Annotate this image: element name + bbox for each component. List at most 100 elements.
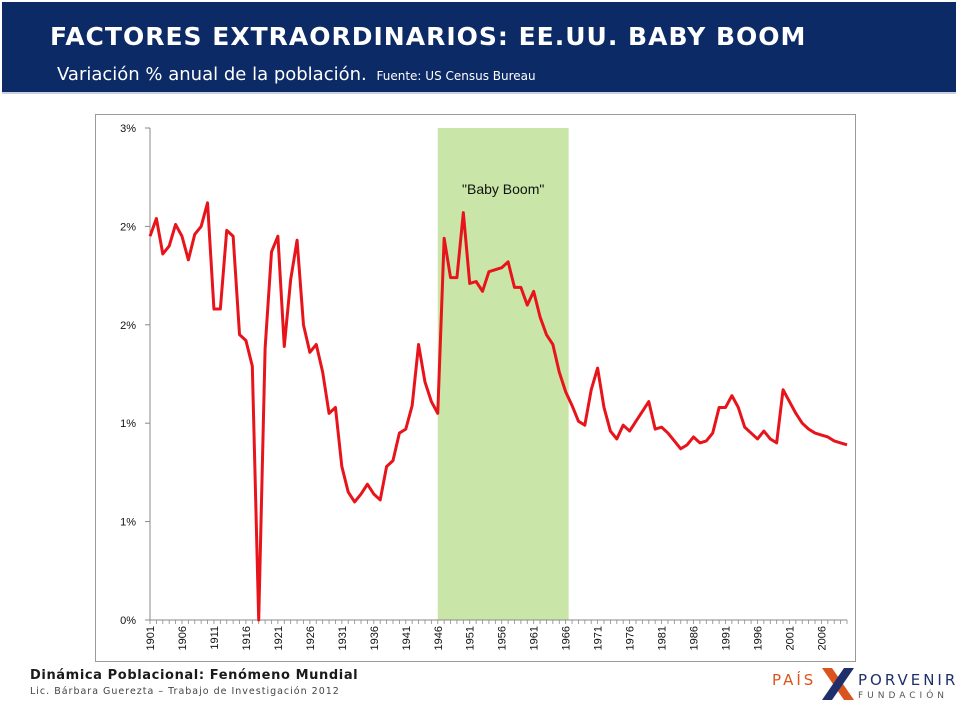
data-point (564, 390, 567, 393)
data-point (692, 436, 695, 439)
data-point (737, 406, 740, 409)
data-point (571, 404, 574, 407)
x-tick-label: 1931 (337, 626, 349, 650)
data-point (347, 491, 350, 494)
data-point (161, 253, 164, 256)
data-point (532, 290, 535, 293)
x-tick-label: 2006 (816, 626, 828, 650)
data-point (545, 333, 548, 336)
data-point (615, 438, 618, 441)
y-tick-label: 2% (120, 221, 136, 233)
x-tick-label: 1986 (689, 626, 701, 650)
data-point (494, 268, 497, 271)
data-point (443, 237, 446, 240)
logo-fundacion-text: FUNDACIÓN (858, 691, 949, 701)
data-point (219, 308, 222, 311)
data-point (667, 432, 670, 435)
data-point (302, 323, 305, 326)
data-point (775, 441, 778, 444)
logo-porvenir-text: PORVENIR (858, 671, 959, 689)
data-point (596, 367, 599, 370)
data-point (647, 400, 650, 403)
data-point (385, 465, 388, 468)
x-tick-label: 1916 (241, 626, 253, 650)
slide-title: FACTORES EXTRAORDINARIOS: EE.UU. BABY BO… (50, 22, 807, 51)
x-tick-label: 1906 (177, 626, 189, 650)
data-point (155, 217, 158, 220)
data-point (436, 412, 439, 415)
data-point (513, 286, 516, 289)
y-tick-label: 1% (120, 418, 136, 430)
data-point (609, 430, 612, 433)
data-point (622, 424, 625, 427)
data-point (679, 447, 682, 450)
data-point (225, 229, 228, 232)
data-point (149, 235, 152, 238)
data-point (232, 235, 235, 238)
subtitle-text: Variación % anual de la población. (57, 64, 367, 85)
data-point (583, 424, 586, 427)
y-tick-label: 0% (120, 615, 136, 627)
data-point (200, 225, 203, 228)
line-chart: "Baby Boom" 0% 1% 1% 2% 2% 3% 1901 1906 1911 1916 1… (120, 123, 849, 650)
header-band: FACTORES EXTRAORDINARIOS: EE.UU. BABY BO… (2, 2, 956, 94)
x-tick-label: 1946 (433, 626, 445, 650)
data-point (340, 465, 343, 468)
data-point (551, 343, 554, 346)
data-point (756, 438, 759, 441)
data-point (193, 233, 196, 236)
data-point (641, 410, 644, 413)
population-growth-line (148, 201, 848, 622)
slide-header: FACTORES EXTRAORDINARIOS: EE.UU. BABY BO… (0, 0, 960, 96)
data-point (481, 290, 484, 293)
x-tick-label: 1951 (465, 626, 477, 650)
footer-title: Dinámica Poblacional: Fenómeno Mundial (30, 668, 359, 683)
data-point (360, 493, 363, 496)
data-point (411, 404, 414, 407)
x-tick-label: 1901 (145, 626, 157, 650)
data-point (558, 371, 561, 374)
data-point (238, 333, 241, 336)
data-point (807, 428, 810, 431)
data-point (424, 380, 427, 383)
data-point (814, 432, 817, 435)
x-tick-label: 1911 (209, 626, 221, 650)
baby-boom-label: "Baby Boom" (462, 181, 544, 197)
data-point (500, 266, 503, 269)
data-point (430, 400, 433, 403)
data-point (328, 412, 331, 415)
data-point (321, 371, 324, 374)
x-tick-label: 1996 (752, 626, 764, 650)
data-point (846, 443, 849, 446)
data-point (833, 440, 836, 443)
data-point (724, 406, 727, 409)
data-point (168, 245, 171, 248)
data-point (417, 343, 420, 346)
y-tick-label: 2% (120, 320, 136, 332)
data-point (372, 493, 375, 496)
y-tick-label: 3% (120, 123, 136, 135)
data-point (590, 388, 593, 391)
data-point (705, 440, 708, 443)
data-point (743, 426, 746, 429)
data-point (507, 260, 510, 263)
data-point (206, 201, 209, 204)
x-tick-label: 1971 (593, 626, 605, 650)
data-point (762, 430, 765, 433)
data-point (839, 441, 842, 444)
data-point (404, 428, 407, 431)
data-point (769, 438, 772, 441)
data-point (475, 280, 478, 283)
data-point (283, 345, 286, 348)
data-point (628, 430, 631, 433)
data-point (366, 483, 369, 486)
data-point (468, 282, 471, 285)
data-point (296, 239, 299, 242)
source-text: Fuente: US Census Bureau (376, 69, 536, 83)
data-point (264, 347, 267, 350)
data-point (577, 420, 580, 423)
x-tick-label: 1991 (721, 626, 733, 650)
data-point (379, 499, 382, 502)
x-tick-label: 1921 (273, 626, 285, 650)
data-point (276, 235, 279, 238)
